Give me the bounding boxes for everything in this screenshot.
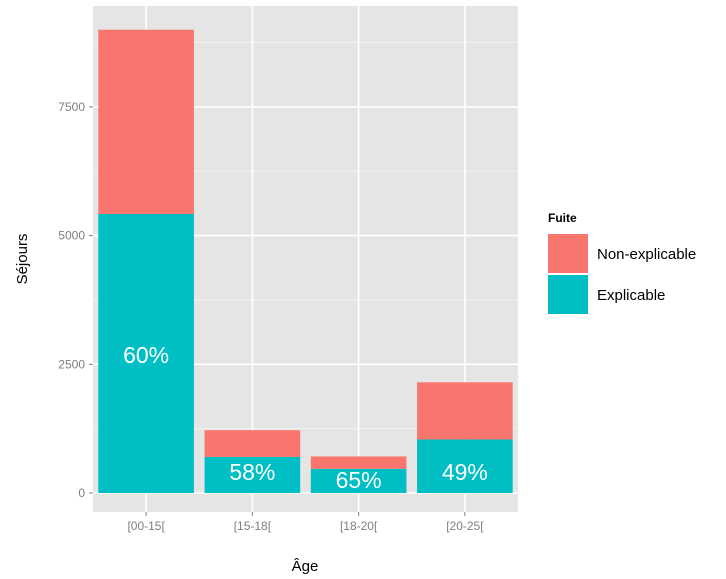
legend: Fuite Non-explicable Explicable (548, 211, 696, 314)
bar-explicable-3 (417, 439, 513, 493)
bar-non-explicable-3 (417, 382, 513, 440)
legend-title: Fuite (548, 211, 577, 225)
bar-explicable-2 (310, 468, 407, 493)
x-tick-label: [15-18[ (234, 519, 272, 533)
bar-percentage-label: 49% (442, 459, 488, 485)
bar-percentage-label: 58% (229, 459, 275, 485)
x-tick-label: [18-20[ (340, 519, 378, 533)
legend-label-non-explicable: Non-explicable (597, 246, 696, 263)
bars (98, 29, 513, 493)
x-axis-title: Âge (292, 558, 319, 575)
bar-non-explicable-0 (98, 29, 194, 214)
bar-explicable-0 (98, 213, 194, 493)
y-tick-label: 7500 (58, 100, 85, 114)
x-tick-label: [20-25[ (446, 519, 484, 533)
x-tick-label: [00-15[ (127, 519, 165, 533)
y-tick-label: 0 (78, 486, 85, 500)
y-axis: 0 2500 5000 7500 (58, 100, 93, 500)
y-tick-label: 5000 (58, 229, 85, 243)
legend-key-non-explicable (548, 234, 588, 273)
bar-non-explicable-1 (204, 430, 301, 457)
y-tick-label: 2500 (58, 357, 85, 371)
bar-labels: 60% 58% 65% 49% (123, 342, 488, 493)
bar-percentage-label: 60% (123, 342, 169, 368)
bar-non-explicable-2 (310, 456, 407, 469)
legend-key-explicable (548, 275, 588, 314)
x-axis: [00-15[ [15-18[ [18-20[ [20-25[ (127, 512, 484, 533)
bar-percentage-label: 65% (336, 467, 382, 493)
legend-label-explicable: Explicable (597, 287, 665, 304)
y-axis-title: Séjours (14, 234, 31, 285)
bar-explicable-1 (204, 456, 301, 493)
